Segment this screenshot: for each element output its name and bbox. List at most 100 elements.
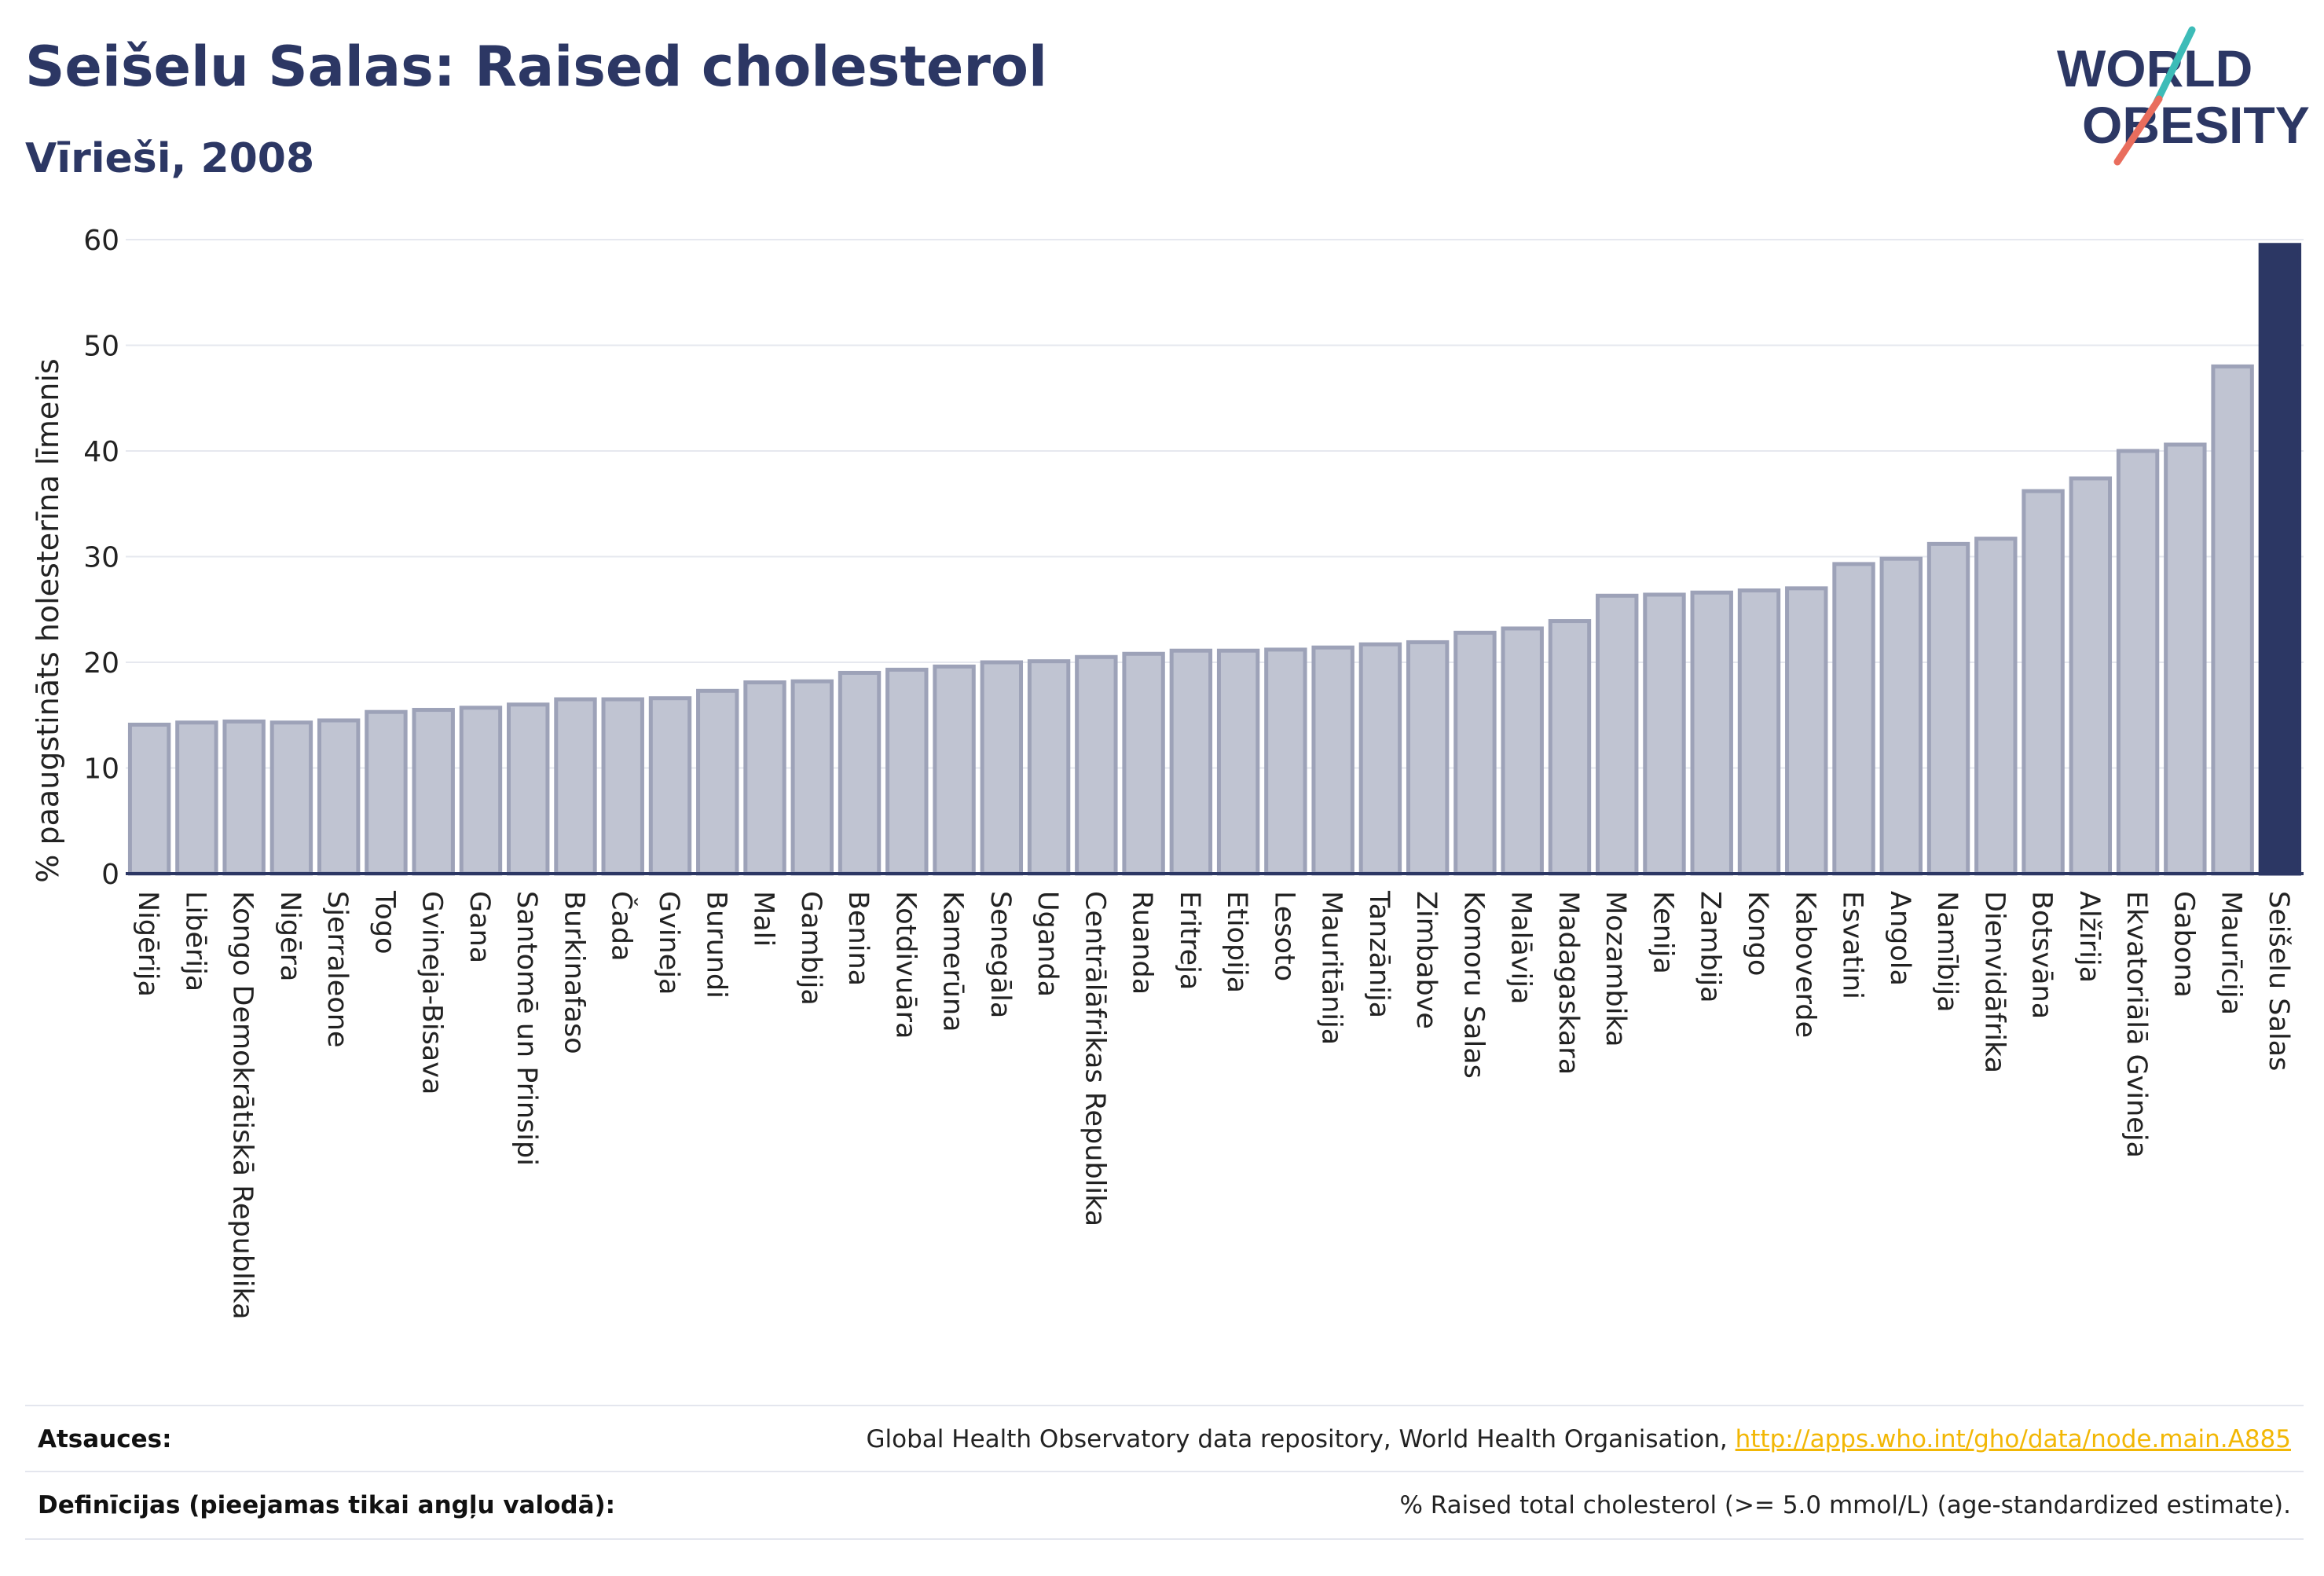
- bar[interactable]: [1169, 648, 1213, 876]
- x-tick-label: Kongo: [1742, 891, 1773, 976]
- bar[interactable]: [1690, 590, 1733, 876]
- bar[interactable]: [601, 697, 644, 876]
- bar[interactable]: [1358, 642, 1402, 876]
- x-tick-label: Sjerraleone: [321, 891, 353, 1047]
- logo-text-world: WORLD: [2057, 39, 2253, 97]
- x-tick-label: Zambija: [1695, 891, 1726, 1003]
- world-obesity-logo: WORLD OBESITY: [2057, 26, 2310, 166]
- sources-value: Global Health Observatory data repositor…: [867, 1425, 2304, 1453]
- logo-slash-teal: [2153, 26, 2196, 106]
- bar[interactable]: [127, 722, 171, 876]
- bar[interactable]: [317, 718, 361, 876]
- bar[interactable]: [933, 664, 976, 876]
- x-tick-label: Santomē un Prinsipi: [511, 891, 542, 1166]
- bar[interactable]: [222, 719, 266, 876]
- x-tick-label: Kongo Demokrātiskā Republika: [227, 891, 258, 1320]
- bar[interactable]: [1406, 640, 1450, 876]
- bar[interactable]: [1027, 659, 1071, 876]
- bar[interactable]: [269, 720, 313, 876]
- page-title: Seišelu Salas: Raised cholesterol: [25, 35, 1047, 99]
- bar[interactable]: [1879, 556, 1923, 876]
- x-tick-label: Gambija: [795, 891, 827, 1006]
- y-tick-label: 10: [83, 753, 119, 786]
- y-tick-label: 50: [83, 331, 119, 363]
- x-tick-label: Gana: [464, 891, 495, 963]
- bar[interactable]: [1501, 626, 1544, 876]
- bar[interactable]: [648, 696, 692, 876]
- bar[interactable]: [1974, 537, 2018, 876]
- bar[interactable]: [696, 688, 739, 876]
- x-tick-label: Seišelu Salas: [2263, 891, 2294, 1071]
- x-tick-label: Angola: [1884, 891, 1915, 986]
- bar[interactable]: [1832, 562, 1875, 876]
- x-tick-label: Kamerūna: [937, 891, 969, 1032]
- bar[interactable]: [1075, 654, 1118, 876]
- bar[interactable]: [2022, 489, 2065, 876]
- y-tick-label: 60: [83, 225, 119, 257]
- definitions-label: Definīcijas (pieejamas tikai angļu valod…: [38, 1491, 616, 1519]
- sources-link[interactable]: http://apps.who.int/gho/data/node.main.A…: [1735, 1425, 2291, 1453]
- x-tick-label: Tanzānija: [1363, 890, 1395, 1018]
- bar[interactable]: [1311, 645, 1354, 876]
- bar[interactable]: [412, 708, 455, 876]
- bar[interactable]: [790, 679, 834, 876]
- x-tick-label: Mali: [748, 891, 779, 947]
- bar[interactable]: [1926, 541, 1970, 876]
- bar[interactable]: [2164, 442, 2207, 876]
- x-tick-label: Senegāla: [984, 891, 1016, 1018]
- sources-label: Atsauces:: [38, 1425, 172, 1453]
- bar[interactable]: [507, 702, 550, 876]
- bar[interactable]: [2258, 243, 2302, 876]
- x-tick-label: Gvineja-Bisava: [416, 891, 448, 1094]
- x-tick-label: Namībija: [1931, 891, 1963, 1013]
- definitions-row: Definīcijas (pieejamas tikai angļu valod…: [25, 1471, 2304, 1540]
- x-tick-label: Kenija: [1647, 891, 1678, 974]
- x-tick-label: Etiopija: [1221, 891, 1252, 993]
- definitions-text: % Raised total cholesterol (>= 5.0 mmol/…: [1399, 1491, 2291, 1519]
- logo-text-obesity: OBESITY: [2082, 96, 2310, 154]
- x-tick-label: Togo: [368, 890, 400, 954]
- bar[interactable]: [365, 709, 408, 876]
- bar[interactable]: [885, 667, 929, 876]
- y-axis-label: % paaugstināts holesterīna līmenis: [31, 358, 65, 882]
- sources-text: Global Health Observatory data repositor…: [866, 1425, 1736, 1453]
- bar[interactable]: [1596, 593, 1639, 876]
- x-tick-label: Burkinafaso: [558, 891, 589, 1054]
- x-tick-label: Alžīrija: [2073, 891, 2105, 983]
- bar[interactable]: [1264, 647, 1307, 876]
- x-tick-label: Kotdivuāra: [889, 891, 921, 1039]
- bar[interactable]: [1216, 648, 1260, 876]
- x-tick-label: Lesoto: [1268, 891, 1299, 981]
- x-tick-label: Kaboverde: [1789, 891, 1820, 1038]
- bar[interactable]: [1643, 592, 1686, 876]
- bar[interactable]: [2069, 476, 2113, 876]
- bar[interactable]: [743, 680, 786, 876]
- bar[interactable]: [1548, 619, 1592, 876]
- page-subtitle: Vīrieši, 2008: [25, 135, 315, 182]
- x-tick-label: Madagaskara: [1552, 891, 1584, 1075]
- y-tick-label: 40: [83, 436, 119, 468]
- y-tick-label: 0: [101, 859, 119, 891]
- bar[interactable]: [175, 720, 218, 876]
- bar[interactable]: [1785, 586, 1828, 876]
- x-tick-label: Mauritānija: [1316, 891, 1347, 1045]
- x-tick-label: Botsvāna: [2026, 891, 2058, 1019]
- x-tick-label: Benina: [842, 891, 874, 986]
- x-tick-label: Uganda: [1032, 891, 1063, 997]
- bar[interactable]: [1737, 588, 1781, 876]
- bar[interactable]: [1453, 630, 1497, 876]
- bar[interactable]: [2116, 449, 2160, 876]
- x-tick-label: Burundi: [700, 891, 731, 999]
- x-tick-label: Komoru Salas: [1457, 891, 1489, 1079]
- x-tick-label: Esvatini: [1837, 891, 1868, 999]
- bar[interactable]: [1122, 651, 1165, 876]
- bar[interactable]: [2211, 364, 2254, 876]
- bar-chart: % paaugstināts holesterīna līmenis 0 10 20…: [31, 225, 2304, 1320]
- bar[interactable]: [980, 660, 1024, 876]
- y-tick-label: 20: [83, 647, 119, 680]
- logo-slash-coral: [2113, 95, 2163, 166]
- bar[interactable]: [838, 670, 882, 876]
- x-tick-label: Ekvatoriālā Gvineja: [2121, 891, 2152, 1158]
- bar[interactable]: [459, 706, 503, 876]
- bar[interactable]: [554, 697, 597, 876]
